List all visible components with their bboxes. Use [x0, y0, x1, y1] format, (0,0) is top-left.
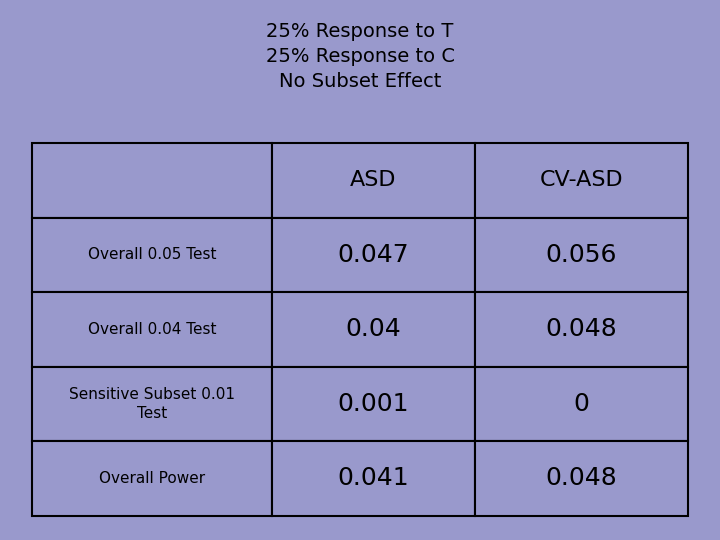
Text: 0.048: 0.048 [545, 467, 617, 490]
Text: 0.048: 0.048 [545, 318, 617, 341]
Bar [474, 292, 688, 367]
Text: CV-ASD: CV-ASD [539, 170, 623, 191]
Bar [271, 143, 474, 218]
Text: 0.001: 0.001 [338, 392, 409, 416]
Bar [474, 218, 688, 292]
Text: Sensitive Subset 0.01
Test: Sensitive Subset 0.01 Test [69, 387, 235, 421]
Text: 0.047: 0.047 [337, 243, 409, 267]
Text: Overall 0.04 Test: Overall 0.04 Test [88, 322, 216, 337]
Bar [32, 143, 271, 218]
Text: 0.04: 0.04 [345, 318, 401, 341]
Text: 0.056: 0.056 [545, 243, 617, 267]
Text: 0.041: 0.041 [337, 467, 409, 490]
Bar [32, 441, 271, 516]
Text: ASD: ASD [350, 170, 396, 191]
Bar [271, 367, 474, 441]
Bar [32, 292, 271, 367]
Bar [271, 292, 474, 367]
Text: Overall Power: Overall Power [99, 471, 205, 486]
Bar [474, 367, 688, 441]
Text: 0: 0 [573, 392, 589, 416]
Bar [271, 441, 474, 516]
Bar [474, 143, 688, 218]
Bar [271, 218, 474, 292]
Text: 25% Response to T
25% Response to C
No Subset Effect: 25% Response to T 25% Response to C No S… [266, 22, 454, 91]
Bar [32, 218, 271, 292]
Bar [32, 367, 271, 441]
Bar [474, 441, 688, 516]
Text: Overall 0.05 Test: Overall 0.05 Test [88, 247, 216, 262]
